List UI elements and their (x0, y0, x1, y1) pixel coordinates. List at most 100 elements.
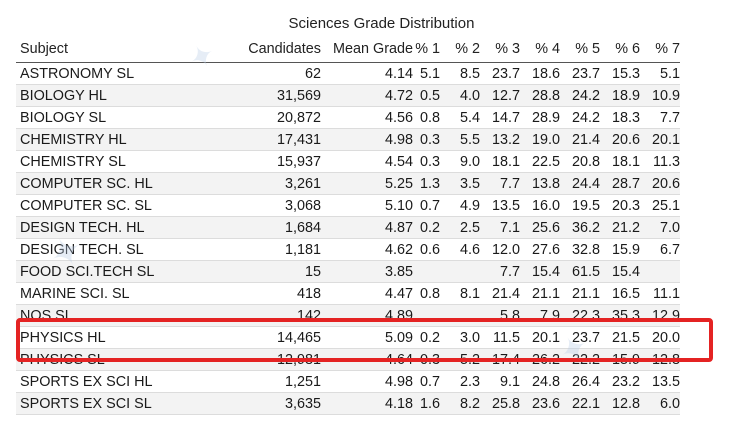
table-row: FOOD SCI.TECH SL 15 3.85 7.7 15.4 61.5 15.4 (16, 260, 680, 283)
table-body: ASTRONOMY SL 62 4.14 5.1 8.5 23.7 18.6 23.7 15.3… (16, 62, 680, 415)
table-row: MARINE SCI. SL 418 4.47 0.8 8.1 21.4 21.1 21.1 1… (16, 282, 680, 305)
cell-pct-3: 7.7 (480, 172, 520, 195)
cell-pct-1: 0.7 (413, 370, 440, 393)
cell-pct-6: 35.3 (600, 304, 640, 327)
col-header-pct-2: % 2 (455, 41, 480, 57)
cell-pct-1 (413, 304, 440, 327)
cell-pct-2: 5.5 (440, 128, 480, 151)
table-row: COMPUTER SC. HL 3,261 5.25 1.3 3.5 7.7 13.8 24.… (16, 172, 680, 195)
cell-pct-3: 13.2 (480, 128, 520, 151)
cell-subject: SPORTS EX SCI SL (16, 392, 216, 415)
cell-pct-6: 15.3 (600, 62, 640, 85)
cell-pct-5: 22.1 (560, 392, 600, 415)
cell-subject: NOS SL (16, 304, 216, 327)
cell-pct-3: 17.4 (480, 348, 520, 371)
table-row: PHYSICS HL 14,465 5.09 0.2 3.0 11.5 20.1 23.7 21… (16, 326, 680, 349)
cell-pct-5: 32.8 (560, 238, 600, 261)
cell-subject: CHEMISTRY SL (16, 150, 216, 173)
cell-pct-2: 4.0 (440, 84, 480, 107)
cell-pct-3: 14.7 (480, 106, 520, 129)
cell-pct-5: 24.4 (560, 172, 600, 195)
cell-pct-5: 24.2 (560, 84, 600, 107)
cell-pct-5: 21.1 (560, 282, 600, 305)
cell-pct-3: 21.4 (480, 282, 520, 305)
cell-pct-6: 18.3 (600, 106, 640, 129)
cell-pct-2: 2.5 (440, 216, 480, 239)
cell-pct-1: 5.1 (413, 62, 440, 85)
cell-pct-5: 23.7 (560, 62, 600, 85)
table-row: CHEMISTRY HL 17,431 4.98 0.3 5.5 13.2 19.0 21.4… (16, 128, 680, 151)
cell-pct-1 (413, 260, 440, 283)
cell-mean-grade: 5.10 (321, 194, 413, 217)
col-header-pct-6: % 6 (615, 41, 640, 57)
col-header-candidates: Candidates (248, 41, 321, 57)
cell-candidates: 3,068 (216, 194, 321, 217)
cell-pct-3: 13.5 (480, 194, 520, 217)
cell-pct-3: 12.0 (480, 238, 520, 261)
col-header-subject: Subject (20, 41, 68, 57)
cell-candidates: 20,872 (216, 106, 321, 129)
cell-mean-grade: 4.62 (321, 238, 413, 261)
cell-candidates: 1,684 (216, 216, 321, 239)
cell-pct-5: 22.2 (560, 348, 600, 371)
cell-pct-1: 0.8 (413, 282, 440, 305)
cell-subject: BIOLOGY HL (16, 84, 216, 107)
cell-pct-4: 20.1 (520, 326, 560, 349)
cell-pct-3: 25.8 (480, 392, 520, 415)
cell-pct-7: 20.6 (640, 172, 680, 195)
cell-mean-grade: 4.14 (321, 62, 413, 85)
col-header-pct-1: % 1 (415, 41, 440, 57)
cell-mean-grade: 4.98 (321, 128, 413, 151)
cell-mean-grade: 5.09 (321, 326, 413, 349)
cell-pct-2: 4.9 (440, 194, 480, 217)
table-row: SPORTS EX SCI HL 1,251 4.98 0.7 2.3 9.1 24.8 26… (16, 370, 680, 393)
cell-pct-2: 2.3 (440, 370, 480, 393)
cell-pct-5: 19.5 (560, 194, 600, 217)
cell-pct-4: 16.0 (520, 194, 560, 217)
cell-pct-4: 7.9 (520, 304, 560, 327)
cell-subject: PHYSICS HL (16, 326, 216, 349)
grade-table: Subject Candidates Mean Grade % 1 % 2 % … (16, 36, 680, 415)
cell-pct-3: 9.1 (480, 370, 520, 393)
cell-pct-1: 1.3 (413, 172, 440, 195)
cell-pct-4: 18.6 (520, 62, 560, 85)
table-row: COMPUTER SC. SL 3,068 5.10 0.7 4.9 13.5 16.0 19… (16, 194, 680, 217)
cell-pct-3: 12.7 (480, 84, 520, 107)
cell-mean-grade: 5.25 (321, 172, 413, 195)
cell-candidates: 3,261 (216, 172, 321, 195)
cell-pct-1: 0.2 (413, 326, 440, 349)
cell-pct-1: 0.3 (413, 128, 440, 151)
cell-subject: DESIGN TECH. SL (16, 238, 216, 261)
cell-mean-grade: 4.89 (321, 304, 413, 327)
cell-candidates: 12,981 (216, 348, 321, 371)
cell-pct-2 (440, 260, 480, 283)
cell-candidates: 14,465 (216, 326, 321, 349)
col-header-mean-grade: Mean Grade (333, 41, 413, 57)
cell-pct-7 (640, 260, 680, 283)
cell-pct-1: 0.3 (413, 348, 440, 371)
cell-candidates: 17,431 (216, 128, 321, 151)
cell-candidates: 62 (216, 62, 321, 85)
header-row: Subject Candidates Mean Grade % 1 % 2 % … (16, 36, 680, 63)
cell-pct-6: 18.1 (600, 150, 640, 173)
table-row: BIOLOGY HL 31,569 4.72 0.5 4.0 12.7 28.8 24.2 18… (16, 84, 680, 107)
cell-pct-3: 23.7 (480, 62, 520, 85)
table-row: DESIGN TECH. HL 1,684 4.87 0.2 2.5 7.1 25.6 36.… (16, 216, 680, 239)
col-header-pct-5: % 5 (575, 41, 600, 57)
cell-mean-grade: 4.87 (321, 216, 413, 239)
cell-mean-grade: 4.98 (321, 370, 413, 393)
cell-subject: SPORTS EX SCI HL (16, 370, 216, 393)
cell-pct-5: 20.8 (560, 150, 600, 173)
cell-mean-grade: 4.54 (321, 150, 413, 173)
cell-pct-4: 13.8 (520, 172, 560, 195)
cell-subject: MARINE SCI. SL (16, 282, 216, 305)
cell-pct-1: 0.8 (413, 106, 440, 129)
cell-pct-1: 0.2 (413, 216, 440, 239)
cell-subject: BIOLOGY SL (16, 106, 216, 129)
cell-pct-3: 5.8 (480, 304, 520, 327)
cell-pct-7: 7.7 (640, 106, 680, 129)
cell-pct-1: 0.3 (413, 150, 440, 173)
cell-pct-2: 3.0 (440, 326, 480, 349)
cell-pct-7: 12.9 (640, 304, 680, 327)
cell-pct-4: 22.5 (520, 150, 560, 173)
